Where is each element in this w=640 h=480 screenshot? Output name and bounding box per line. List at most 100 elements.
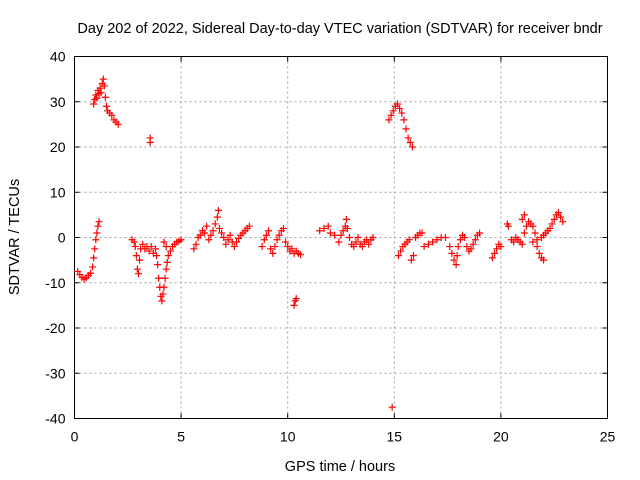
data-point bbox=[233, 238, 241, 246]
data-point bbox=[153, 252, 161, 260]
data-point bbox=[93, 229, 101, 237]
data-point bbox=[393, 100, 401, 108]
ticks: 0 5 10 15 20 25 -40 -30 -20 -10 0 10 20 30 40 bbox=[45, 49, 615, 445]
data-point bbox=[533, 243, 541, 251]
data-point bbox=[320, 224, 328, 232]
y-tick-label: -40 bbox=[45, 411, 65, 427]
data-point bbox=[441, 234, 449, 241]
data-point bbox=[529, 238, 537, 246]
data-point bbox=[220, 234, 228, 241]
data-point bbox=[267, 245, 275, 253]
data-point bbox=[452, 261, 460, 269]
data-point bbox=[154, 261, 162, 269]
data-point bbox=[339, 227, 347, 235]
data-point bbox=[271, 243, 279, 251]
data-point bbox=[147, 243, 155, 251]
data-point bbox=[131, 243, 139, 251]
data-point bbox=[97, 89, 105, 97]
data-point bbox=[331, 231, 339, 239]
data-point bbox=[388, 403, 396, 411]
y-tick-label: 20 bbox=[50, 139, 66, 155]
x-tick-label: 25 bbox=[600, 429, 616, 445]
data-point bbox=[365, 240, 373, 248]
data-point bbox=[397, 247, 405, 255]
data-point bbox=[262, 231, 270, 239]
data-point bbox=[159, 290, 167, 298]
data-point bbox=[550, 215, 558, 223]
data-point bbox=[531, 229, 539, 237]
x-tick-label: 0 bbox=[71, 429, 79, 445]
data-point bbox=[92, 91, 100, 99]
data-point bbox=[102, 102, 110, 110]
data-point bbox=[279, 224, 287, 232]
data-point bbox=[497, 243, 505, 251]
data-point bbox=[533, 236, 541, 244]
data-point bbox=[467, 245, 475, 253]
data-point bbox=[540, 256, 548, 264]
data-point bbox=[418, 229, 426, 237]
data-point bbox=[96, 84, 104, 92]
data-points bbox=[74, 75, 567, 411]
data-point bbox=[448, 249, 456, 257]
data-point bbox=[145, 247, 153, 255]
data-point bbox=[559, 218, 567, 226]
data-point bbox=[201, 229, 209, 237]
data-point bbox=[337, 231, 345, 239]
x-axis-label: GPS time / hours bbox=[285, 459, 395, 475]
data-point bbox=[209, 227, 217, 235]
data-point bbox=[488, 254, 496, 262]
data-point bbox=[215, 224, 223, 232]
data-point bbox=[316, 227, 324, 235]
data-point bbox=[164, 252, 172, 260]
x-tick-label: 10 bbox=[280, 429, 296, 445]
data-point bbox=[409, 252, 417, 260]
data-point bbox=[273, 236, 281, 244]
data-point bbox=[100, 82, 108, 90]
data-point bbox=[245, 222, 253, 230]
data-point bbox=[385, 116, 393, 124]
data-point bbox=[546, 224, 554, 232]
data-point bbox=[520, 229, 528, 237]
data-point bbox=[90, 100, 98, 108]
data-point bbox=[132, 252, 140, 260]
data-point bbox=[265, 227, 273, 235]
data-point bbox=[260, 236, 268, 244]
data-point bbox=[518, 215, 526, 223]
data-point bbox=[130, 238, 138, 246]
data-point bbox=[429, 238, 437, 246]
y-tick-label: -10 bbox=[45, 275, 65, 291]
data-point bbox=[146, 138, 154, 146]
data-point bbox=[163, 258, 171, 266]
data-point bbox=[548, 220, 556, 228]
data-point bbox=[326, 229, 334, 237]
data-point bbox=[161, 274, 169, 282]
data-point bbox=[213, 213, 221, 221]
data-point bbox=[230, 243, 238, 251]
y-tick-label: -30 bbox=[45, 365, 65, 381]
data-point bbox=[400, 116, 408, 124]
data-point bbox=[94, 222, 102, 230]
data-point bbox=[162, 243, 170, 251]
data-point bbox=[469, 240, 477, 248]
data-point bbox=[461, 234, 469, 241]
data-point bbox=[387, 111, 395, 119]
y-tick-label: -20 bbox=[45, 320, 65, 336]
data-point bbox=[190, 245, 198, 253]
data-point bbox=[433, 236, 441, 244]
data-point bbox=[89, 263, 97, 271]
data-point bbox=[424, 240, 432, 248]
data-point bbox=[95, 218, 103, 226]
data-point bbox=[491, 249, 499, 257]
data-point bbox=[402, 125, 410, 133]
data-point bbox=[324, 222, 332, 230]
data-point bbox=[446, 243, 454, 251]
y-axis-label: SDTVAR / TECUs bbox=[7, 179, 23, 295]
x-tick-label: 5 bbox=[177, 429, 185, 445]
data-point bbox=[275, 231, 283, 239]
data-point bbox=[284, 243, 292, 251]
data-point bbox=[211, 220, 219, 228]
data-point bbox=[358, 243, 366, 251]
data-point bbox=[456, 236, 464, 244]
data-point bbox=[214, 206, 222, 214]
